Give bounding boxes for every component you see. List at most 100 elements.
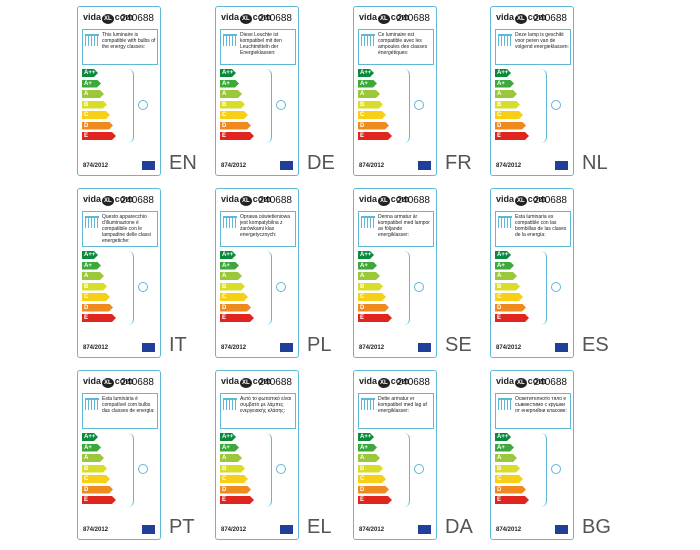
brand-logo: vida XL com <box>359 194 409 206</box>
language-code: ES <box>582 334 609 356</box>
brand-logo: vida XL com <box>83 376 133 388</box>
energy-class: D <box>358 486 389 494</box>
energy-class: A++ <box>358 251 374 259</box>
energy-class: B <box>82 465 107 473</box>
energy-class: A++ <box>82 69 98 77</box>
eu-flag <box>142 525 155 534</box>
energy-class: A <box>495 90 517 98</box>
energy-class: E <box>358 496 392 504</box>
brand-mark: XL <box>102 14 114 24</box>
label-text: Ce luminaire est compatible avec les amp… <box>378 32 428 56</box>
regulation: 874/2012 <box>359 345 385 351</box>
brand-prefix: vida <box>359 194 378 204</box>
brand-suffix: com <box>527 194 547 204</box>
bracket <box>404 251 410 325</box>
brand-prefix: vida <box>221 376 240 386</box>
brand-mark: XL <box>378 196 390 206</box>
energy-class: D <box>220 486 251 494</box>
bracket <box>266 433 272 507</box>
label-text: Осветителното тяло е съвместимо с крушки… <box>515 396 567 414</box>
language-code: PL <box>307 334 332 356</box>
energy-class: A <box>358 454 380 462</box>
energy-class: A+ <box>358 444 377 452</box>
lamp-icon <box>223 216 237 228</box>
energy-class: A <box>82 272 104 280</box>
energy-label: vida XL com 240688 Осветителното тяло е съвм… <box>490 370 574 540</box>
language-code: SE <box>445 334 472 356</box>
bracket <box>266 251 272 325</box>
brand-prefix: vida <box>83 376 102 386</box>
language-code: FR <box>445 152 472 174</box>
energy-class: C <box>220 475 248 483</box>
bulb-icon <box>276 100 286 110</box>
label-text: Dette armatur er kompatibel med lag af e… <box>378 396 427 414</box>
energy-class: B <box>495 465 520 473</box>
energy-label: vida XL com 240688 Deze lamp is geschikt voo… <box>490 6 574 176</box>
brand-prefix: vida <box>221 194 240 204</box>
brand-logo: vida XL com <box>83 12 133 24</box>
product-code: 240688 <box>120 377 154 388</box>
bulb-icon <box>414 464 424 474</box>
text-box: Αυτό το φωτιστικό είναι συμβατό με λάμπε… <box>220 393 296 429</box>
brand-prefix: vida <box>496 376 515 386</box>
brand-prefix: vida <box>496 194 515 204</box>
bracket <box>541 251 547 325</box>
label-text: Diese Leuchte ist kompatibel mit den Leu… <box>240 32 282 56</box>
bulb-icon <box>551 100 561 110</box>
eu-flag <box>418 343 431 352</box>
energy-class: A+ <box>82 444 101 452</box>
energy-label: vida XL com 240688 Questo apparecchio d'illu… <box>77 188 161 358</box>
bracket <box>128 433 134 507</box>
eu-flag <box>555 525 568 534</box>
language-code: PT <box>169 516 195 538</box>
language-code: DA <box>445 516 473 538</box>
brand-suffix: com <box>252 376 272 386</box>
product-code: 240688 <box>396 13 430 24</box>
label-text: Questo apparecchio d'illuminazione è com… <box>102 214 151 244</box>
brand-prefix: vida <box>83 194 102 204</box>
brand-suffix: com <box>114 376 134 386</box>
energy-class: D <box>82 486 113 494</box>
brand-mark: XL <box>240 196 252 206</box>
lamp-icon <box>223 34 237 46</box>
bulb-icon <box>138 100 148 110</box>
energy-class: D <box>495 486 526 494</box>
regulation: 874/2012 <box>221 345 247 351</box>
energy-class: E <box>220 314 254 322</box>
energy-label: vida XL com 240688 Esta luminária é compatív… <box>77 370 161 540</box>
text-box: Dette armatur er kompatibel med lag af e… <box>358 393 434 429</box>
bracket <box>404 69 410 143</box>
eu-flag <box>555 343 568 352</box>
energy-class: A <box>220 90 242 98</box>
lamp-icon <box>498 398 512 410</box>
brand-mark: XL <box>515 196 527 206</box>
energy-class: B <box>495 283 520 291</box>
energy-label: vida XL com 240688 Denna armatur är kompatib… <box>353 188 437 358</box>
energy-class: C <box>82 111 110 119</box>
energy-class: A+ <box>495 262 514 270</box>
brand-mark: XL <box>515 14 527 24</box>
product-code: 240688 <box>533 13 567 24</box>
text-box: Осветителното тяло е съвместимо с крушки… <box>495 393 571 429</box>
energy-class: A+ <box>495 444 514 452</box>
energy-class: D <box>82 304 113 312</box>
energy-class: B <box>495 101 520 109</box>
bracket <box>128 69 134 143</box>
label-text: Denna armatur är kompatibel med lampor a… <box>378 214 430 238</box>
eu-flag <box>418 525 431 534</box>
language-code: DE <box>307 152 335 174</box>
brand-logo: vida XL com <box>496 194 546 206</box>
energy-class: C <box>495 293 523 301</box>
bracket <box>541 433 547 507</box>
product-code: 240688 <box>396 195 430 206</box>
energy-class: C <box>220 111 248 119</box>
energy-class: C <box>495 475 523 483</box>
bulb-icon <box>276 464 286 474</box>
energy-label: vida XL com 240688 Oprawa oświetleniowa jest… <box>215 188 299 358</box>
energy-class: A <box>358 272 380 280</box>
bracket <box>404 433 410 507</box>
brand-logo: vida XL com <box>221 194 271 206</box>
energy-class: C <box>358 475 386 483</box>
brand-suffix: com <box>527 376 547 386</box>
